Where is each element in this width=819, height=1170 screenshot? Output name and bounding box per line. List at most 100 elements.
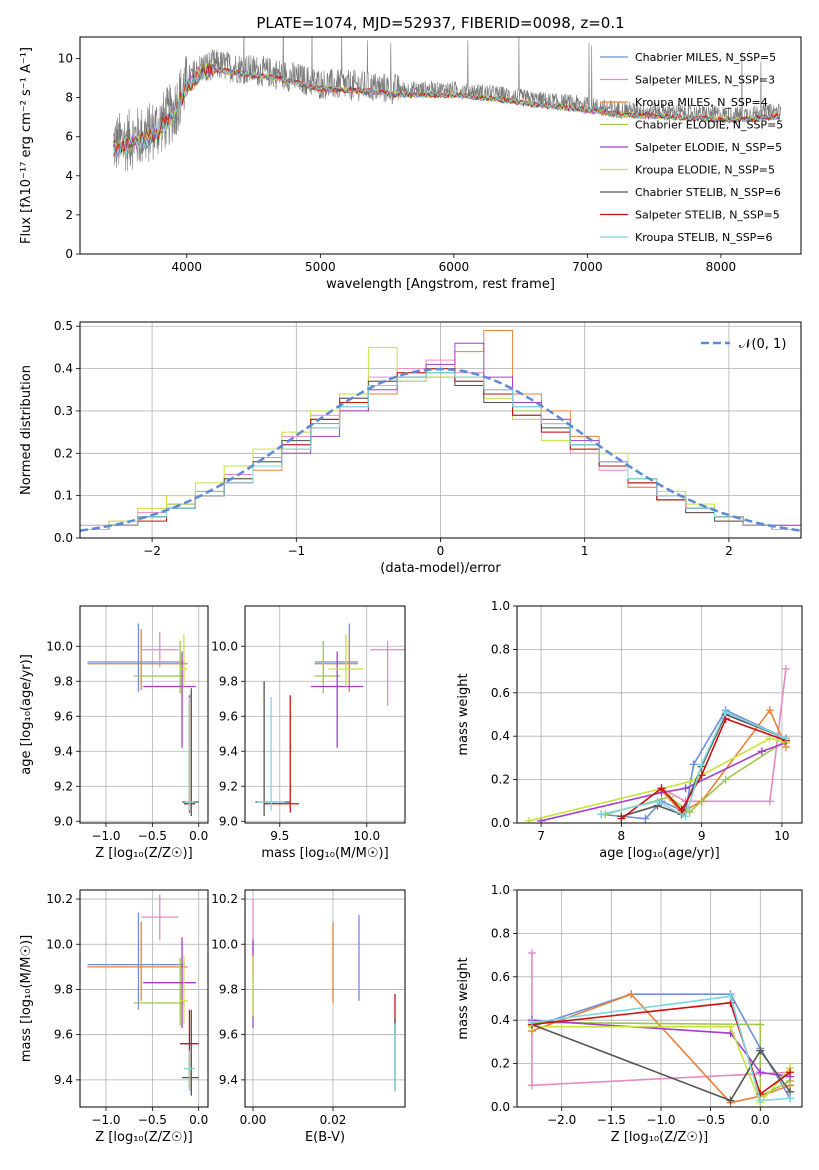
axes-frame — [516, 889, 803, 1108]
legend-label: Salpeter STELIB, N_SSP=5 — [635, 209, 780, 222]
plot-area — [525, 664, 790, 823]
y-axis-label: mass weight — [456, 957, 471, 1039]
plus-marker — [726, 1022, 735, 1031]
y-tick-label: 0.2 — [491, 773, 510, 787]
x-axis-label: E(B-V) — [305, 1130, 345, 1145]
y-tick-label: 4 — [65, 169, 73, 183]
x-tick-label: 0.0 — [189, 829, 208, 843]
x-tick-label: −1 — [287, 544, 305, 558]
x-tick-label: −2 — [143, 544, 161, 558]
series-line — [621, 713, 787, 818]
plus-marker — [527, 948, 536, 957]
y-tick-label: 0.4 — [491, 729, 510, 743]
plus-marker — [681, 784, 690, 793]
y-tick-label: 9.8 — [219, 674, 238, 688]
y-tick-label: 9.6 — [54, 1028, 73, 1042]
y-axis-label: age [log₁₀(age/yr)] — [19, 654, 34, 775]
plus-marker — [757, 747, 766, 756]
axes-frame — [79, 889, 209, 1108]
axes-frame — [79, 36, 802, 255]
mass-weight-vs-age-panel: 7 8 9 10 0.0 0.2 0.4 0.6 0.8 1.0 age [log₁₀(age/yr… — [456, 599, 803, 861]
observed-spectrum-line — [113, 37, 782, 171]
y-tick-label: 0.0 — [54, 531, 73, 545]
legend-label: Chabrier MILES, N_SSP=5 — [635, 51, 776, 64]
x-tick-label: 8 — [618, 829, 626, 843]
plus-marker — [765, 706, 774, 715]
plus-marker — [527, 1081, 536, 1090]
histogram-step-line — [80, 372, 801, 538]
x-axis-label: Z [log₁₀(Z/Z☉)] — [611, 1130, 708, 1145]
plus-marker — [525, 816, 534, 823]
series-line — [601, 711, 787, 818]
x-axis-label: (data-model)/error — [380, 561, 501, 576]
age-vs-mass-panel: 9.5 10.0 9.0 9.2 9.4 9.6 9.8 10.0 mass [log₁₀(M/… — [211, 605, 406, 861]
y-tick-label: 6 — [65, 130, 73, 144]
x-tick-label: −2.0 — [547, 1113, 576, 1127]
plus-marker — [721, 708, 730, 717]
y-tick-label: 10.0 — [211, 639, 238, 653]
y-tick-label: 0 — [65, 247, 73, 261]
mass-vs-metallicity-panel: −1.0 −0.5 0.0 9.4 9.6 9.8 10.0 10.2 Z [log₁₀(Z/Z… — [19, 889, 209, 1145]
y-tick-label: 0.2 — [491, 1057, 510, 1071]
y-tick-label: 9.8 — [219, 982, 238, 996]
plus-marker — [781, 734, 790, 743]
axes-frame — [516, 605, 803, 824]
axes-frame — [244, 605, 406, 824]
x-axis-label: Z [log₁₀(Z/Z☉)] — [95, 1130, 192, 1145]
plus-marker — [726, 992, 735, 1001]
y-tick-label: 0.4 — [54, 362, 73, 376]
y-tick-label: 0.0 — [491, 1100, 510, 1114]
y-tick-label: 0.8 — [491, 926, 510, 940]
plus-marker — [617, 814, 626, 823]
axes-frame — [79, 605, 209, 824]
x-tick-label: 9 — [698, 829, 706, 843]
axes-frame — [244, 889, 406, 1108]
y-tick-label: 9.4 — [54, 744, 73, 758]
legend-label: Salpeter MILES, N_SSP=3 — [635, 74, 775, 87]
y-tick-label: 9.4 — [219, 744, 238, 758]
plus-marker — [527, 1018, 536, 1027]
age-vs-metallicity-panel: −1.0 −0.5 0.0 9.0 9.2 9.4 9.6 9.8 10.0 Z [log₁₀(Z… — [19, 605, 209, 861]
model-spectrum-line — [112, 66, 780, 157]
series-line — [531, 1021, 791, 1098]
y-tick-label: 0.1 — [54, 489, 73, 503]
y-tick-label: 9.0 — [54, 814, 73, 828]
x-tick-label: 0.0 — [751, 1113, 770, 1127]
y-tick-label: 10.2 — [46, 892, 73, 906]
x-tick-label: 10.0 — [353, 829, 380, 843]
plus-marker — [756, 1068, 765, 1077]
x-tick-label: 7000 — [572, 260, 603, 274]
series-line — [531, 1023, 791, 1102]
x-axis-label: wavelength [Angstrom, rest frame] — [326, 277, 555, 292]
legend-label: Kroupa STELIB, N_SSP=6 — [635, 231, 773, 244]
y-tick-label: 10.0 — [46, 937, 73, 951]
plus-marker — [689, 760, 698, 769]
plus-marker — [657, 784, 666, 793]
y-tick-label: 0.0 — [491, 816, 510, 830]
series-line — [528, 737, 787, 822]
spectrum-panel: 4000 5000 6000 7000 8000 0 2 4 6 8 10 wavelength [A… — [19, 14, 802, 292]
y-tick-label: 10 — [58, 52, 73, 66]
x-tick-label: 5000 — [305, 260, 336, 274]
residual-histogram-panel: −2 −1 0 1 2 0.0 0.1 0.2 0.3 0.4 0.5 (data-model)/er… — [19, 319, 802, 576]
y-tick-label: 9.8 — [54, 982, 73, 996]
y-tick-label: 0.3 — [54, 404, 73, 418]
x-tick-label: −0.5 — [696, 1113, 725, 1127]
x-tick-label: 7 — [537, 829, 545, 843]
y-tick-label: 9.2 — [219, 779, 238, 793]
plus-marker — [781, 664, 790, 673]
plus-marker — [677, 805, 686, 814]
plot-area — [252, 899, 396, 1092]
x-tick-label: 0.0 — [189, 1113, 208, 1127]
y-axis-label: Flux [fλ10⁻¹⁷ erg cm⁻² s⁻¹ A⁻¹] — [19, 47, 34, 244]
plus-marker — [681, 812, 690, 821]
y-tick-label: 9.0 — [219, 814, 238, 828]
x-tick-label: 9.5 — [270, 829, 289, 843]
plot-area — [527, 948, 795, 1107]
x-tick-label: 4000 — [172, 260, 203, 274]
x-tick-label: 0 — [437, 544, 445, 558]
plus-marker — [756, 1046, 765, 1055]
y-axis-label: mass weight — [456, 673, 471, 755]
plus-marker — [726, 1096, 735, 1105]
